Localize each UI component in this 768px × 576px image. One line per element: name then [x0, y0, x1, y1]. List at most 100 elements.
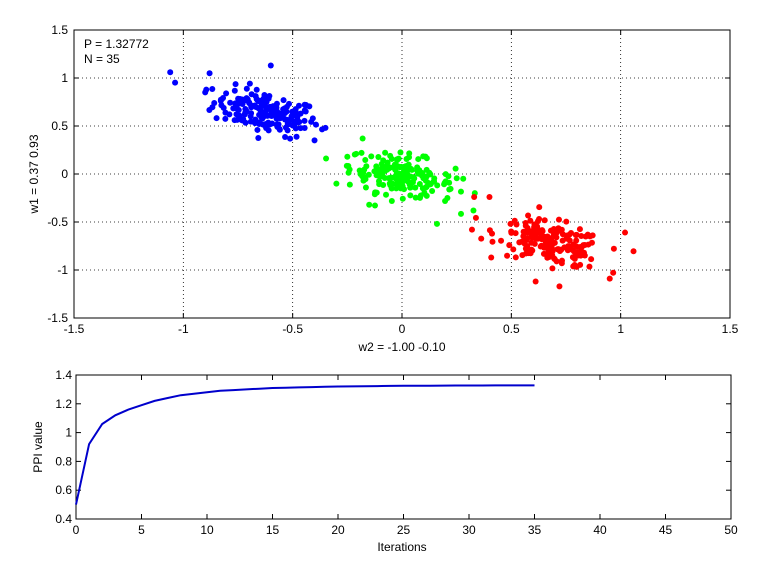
scatter-point-cluster-2: [393, 172, 400, 179]
scatter-point-cluster-2: [395, 155, 402, 162]
scatter-point-cluster-3: [486, 194, 493, 201]
scatter-point-cluster-1: [282, 124, 289, 131]
scatter-point-cluster-2: [366, 201, 373, 208]
scatter-point-cluster-2: [402, 174, 409, 181]
line-ticks: 0 5 10 15 20 25 30 35 40 45 50 0.4 0.6 0.8 1 1.2 1.4: [55, 368, 738, 537]
scatter-ylabel: w1 = 0.37 0.93: [27, 134, 41, 214]
scatter-point-cluster-3: [518, 238, 525, 245]
scatter-point-cluster-2: [359, 135, 366, 142]
scatter-x-tick-label: 1.5: [722, 322, 739, 336]
scatter-point-cluster-1: [222, 115, 229, 122]
scatter-point-cluster-3: [558, 226, 565, 233]
scatter-point-cluster-2: [399, 195, 406, 202]
scatter-point-cluster-1: [223, 90, 230, 97]
line-y-tick-label: 1: [65, 426, 72, 440]
scatter-point-cluster-3: [582, 233, 589, 240]
scatter-x-tick-label: -1: [178, 322, 189, 336]
scatter-point-cluster-1: [301, 107, 308, 114]
scatter-x-tick-label: 1: [617, 322, 624, 336]
scatter-point-cluster-3: [535, 234, 542, 241]
scatter-point-cluster-1: [261, 100, 268, 107]
scatter-point-cluster-3: [498, 237, 505, 244]
ppi-series-line: [75, 384, 535, 505]
scatter-point-cluster-2: [417, 194, 424, 201]
scatter-point-cluster-3: [555, 246, 562, 253]
scatter-point-cluster-1: [206, 106, 213, 113]
scatter-point-cluster-2: [447, 185, 454, 192]
scatter-point-cluster-3: [555, 216, 562, 223]
scatter-point-cluster-3: [527, 217, 534, 224]
scatter-point-cluster-3: [530, 227, 537, 234]
scatter-point-cluster-3: [547, 245, 554, 252]
scatter-point-cluster-2: [379, 163, 386, 170]
scatter-point-cluster-3: [564, 232, 571, 239]
scatter-point-cluster-3: [529, 233, 536, 240]
scatter-point-cluster-3: [472, 214, 479, 221]
scatter-point-cluster-2: [360, 177, 367, 184]
scatter-point-cluster-2: [375, 154, 382, 161]
scatter-point-cluster-2: [422, 177, 429, 184]
scatter-point-cluster-3: [578, 232, 585, 239]
scatter-point-cluster-3: [512, 230, 519, 237]
scatter-point-cluster-1: [271, 104, 278, 111]
scatter-point-cluster-1: [293, 133, 300, 140]
scatter-point-cluster-3: [606, 275, 613, 282]
scatter-y-tick-label: -1: [57, 263, 68, 277]
scatter-y-tick-label: 0.5: [51, 119, 68, 133]
scatter-point-cluster-1: [282, 134, 289, 141]
scatter-point-cluster-1: [242, 109, 249, 116]
scatter-point-cluster-1: [237, 96, 244, 103]
line-x-tick-label: 40: [593, 523, 607, 537]
scatter-point-cluster-1: [275, 112, 282, 119]
scatter-y-tick-label: 1: [61, 71, 68, 85]
scatter-point-cluster-1: [172, 79, 179, 86]
scatter-point-cluster-2: [381, 175, 388, 182]
scatter-point-cluster-1: [265, 95, 272, 102]
scatter-point-cluster-2: [407, 192, 414, 199]
scatter-point-cluster-3: [559, 237, 566, 244]
scatter-point-cluster-3: [610, 245, 617, 252]
scatter-point-cluster-2: [368, 153, 375, 160]
scatter-point-cluster-1: [254, 126, 261, 133]
scatter-point-cluster-2: [343, 162, 350, 169]
line-y-tick-label: 1.4: [55, 368, 72, 382]
scatter-point-cluster-3: [507, 220, 514, 227]
scatter-point-cluster-2: [357, 170, 364, 177]
scatter-point-cluster-3: [531, 240, 538, 247]
line-x-tick-label: 45: [659, 523, 673, 537]
scatter-point-cluster-3: [547, 235, 554, 242]
scatter-point-cluster-3: [540, 244, 547, 251]
scatter-point-cluster-1: [253, 86, 260, 93]
scatter-point-cluster-1: [322, 124, 329, 131]
scatter-point-cluster-2: [388, 174, 395, 181]
scatter-point-cluster-3: [544, 250, 551, 257]
scatter-point-cluster-1: [301, 101, 308, 108]
scatter-point-cluster-3: [556, 283, 563, 290]
scatter-point-cluster-2: [453, 175, 460, 182]
scatter-point-cluster-1: [243, 95, 250, 102]
scatter-point-cluster-2: [429, 187, 436, 194]
scatter-point-cluster-2: [383, 191, 390, 198]
scatter-point-cluster-2: [412, 194, 419, 201]
scatter-point-cluster-1: [209, 85, 216, 92]
scatter-point-cluster-1: [312, 121, 319, 128]
line-plot-area: [75, 374, 732, 520]
scatter-point-cluster-1: [281, 116, 288, 123]
scatter-point-cluster-3: [510, 246, 517, 253]
scatter-point-cluster-1: [226, 111, 233, 118]
scatter-point-cluster-3: [622, 229, 629, 236]
line-xlabel: Iterations: [377, 540, 426, 554]
scatter-point-cluster-2: [457, 188, 464, 195]
scatter-point-cluster-3: [519, 252, 526, 259]
scatter-point-cluster-3: [549, 265, 556, 272]
scatter-point-cluster-1: [248, 91, 255, 98]
scatter-point-cluster-2: [470, 207, 477, 214]
scatter-point-cluster-2: [344, 153, 351, 160]
scatter-point-cluster-1: [261, 91, 268, 98]
scatter-point-cluster-3: [577, 261, 584, 268]
scatter-point-cluster-3: [588, 256, 595, 263]
scatter-point-cluster-1: [294, 113, 301, 120]
scatter-point-cluster-3: [488, 254, 495, 261]
scatter-point-cluster-3: [525, 229, 532, 236]
